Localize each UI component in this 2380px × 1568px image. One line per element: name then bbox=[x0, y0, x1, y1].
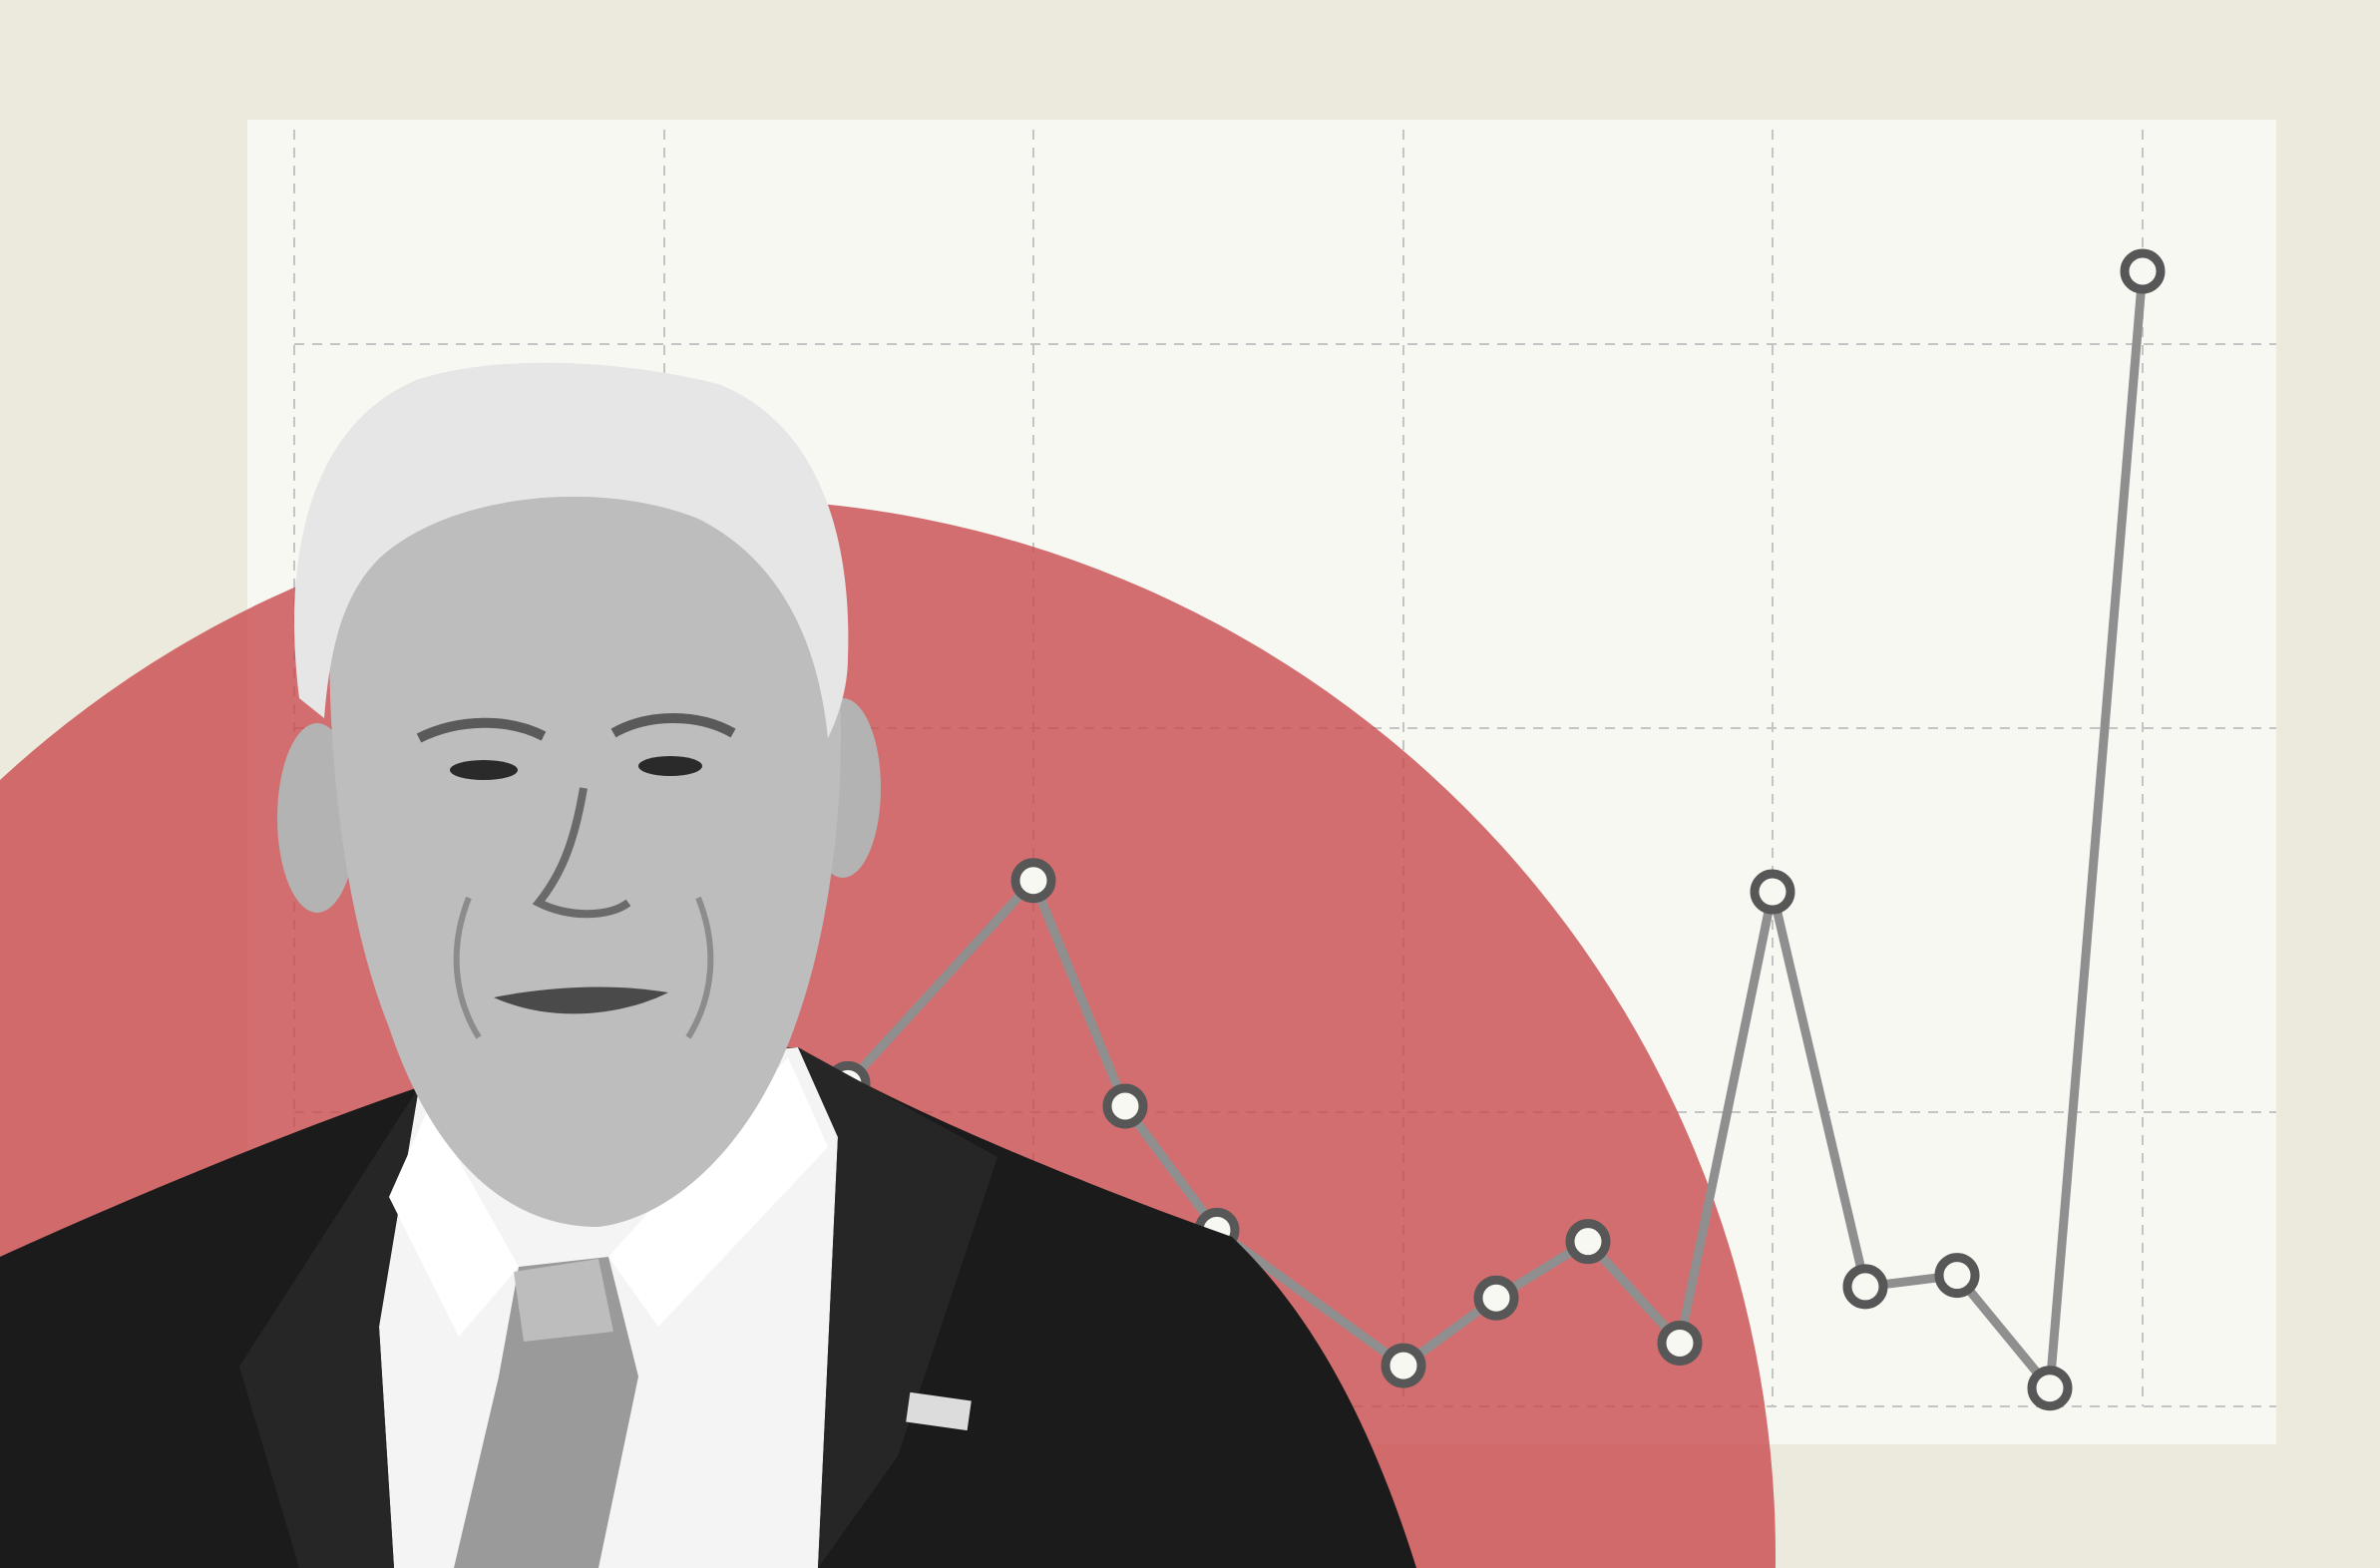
data-point-6 bbox=[1473, 1275, 1519, 1321]
collar-right bbox=[608, 1057, 828, 1327]
collar bbox=[389, 1107, 519, 1337]
mouth bbox=[494, 986, 668, 1014]
hair bbox=[294, 362, 849, 738]
right-eyebrow bbox=[610, 713, 736, 738]
tie-knot bbox=[514, 1259, 613, 1342]
left-eyebrow bbox=[416, 717, 547, 743]
left-eye bbox=[450, 760, 518, 780]
data-point-3 bbox=[1102, 1083, 1148, 1129]
data-point-13 bbox=[2120, 248, 2166, 294]
portrait-photo bbox=[0, 362, 1416, 1568]
data-point-10 bbox=[1842, 1264, 1888, 1310]
data-point-5 bbox=[1381, 1343, 1426, 1388]
right-eye bbox=[638, 756, 702, 776]
nose bbox=[532, 787, 631, 919]
data-point-2 bbox=[1010, 858, 1056, 904]
cheek-line-left bbox=[453, 896, 482, 1039]
left-lapel bbox=[239, 1087, 419, 1568]
tie bbox=[454, 1257, 638, 1568]
flag-pin bbox=[906, 1391, 972, 1431]
right-lapel bbox=[798, 1047, 997, 1568]
data-point-12 bbox=[2027, 1366, 2073, 1411]
line-series bbox=[825, 248, 2166, 1411]
data-point-7 bbox=[1565, 1219, 1611, 1265]
data-point-8 bbox=[1657, 1320, 1703, 1366]
face bbox=[329, 469, 842, 1227]
cheek-line-right bbox=[685, 896, 714, 1039]
data-point-11 bbox=[1934, 1253, 1980, 1299]
data-point-9 bbox=[1750, 869, 1795, 915]
